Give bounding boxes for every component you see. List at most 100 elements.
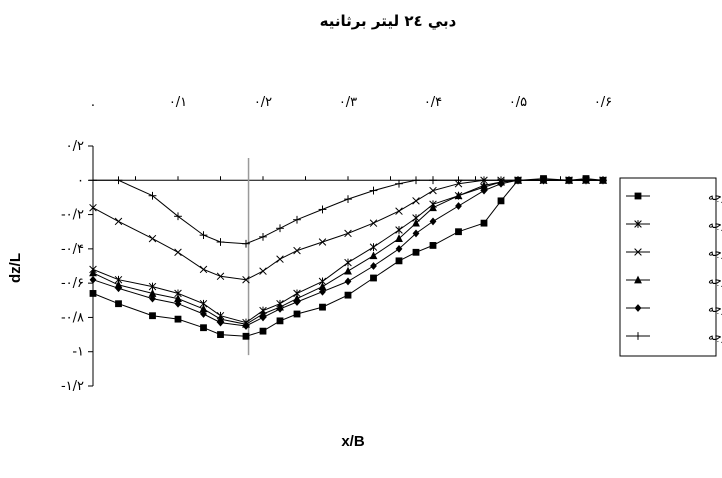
x-tick-label: ۰/۱ [169,95,187,110]
x-tick-labels: . ۰/۱ ۰/۲ ۰/۳ ۰/۴ ۰/۵ ۰/۶ [91,95,612,110]
series-group [89,175,607,340]
triangle-marker [344,266,352,275]
x-marker [114,217,123,226]
y-tick-label: -۰/۶ [61,276,84,291]
diamond-marker [319,287,326,296]
triangle-marker [293,294,301,302]
x-tick-label: ۰/۲ [254,95,272,110]
legend: ۱۶۰درجه ۱۵۰درجه ۱۲۰درجه ۹۰درجه ۶۰درجه ۳۰درجه [619,177,722,357]
triangle-marker [216,314,225,323]
plus-marker [89,176,97,185]
triangle-marker [395,234,403,242]
square-marker [259,327,267,335]
legend-label: ۶۰درجه [708,301,722,316]
triangle-marker [429,203,437,212]
y-axis: ۰/۲ ۰ -۰/۲ -۰/۴ -۰/۶ -۰/۸ -۱ -۱/۲ [61,139,94,394]
legend-item: ۶۰درجه [626,301,722,316]
square-marker [319,303,326,311]
x-marker [199,265,208,274]
star-marker [369,243,378,252]
square-marker [89,290,97,297]
x-marker [344,229,352,238]
diamond-marker [276,304,284,313]
plus-marker [114,176,123,185]
diamond-marker [634,304,642,312]
diamond-marker [242,322,250,330]
plus-marker [539,176,548,185]
y-tick-label: -۰/۴ [61,242,84,257]
square-marker [370,274,377,282]
triangle-marker [412,218,420,227]
square-marker [634,192,642,200]
plus-marker [514,176,522,185]
diamond-marker [115,284,122,293]
legend-item: ۱۵۰درجه [626,217,722,232]
plus-marker [497,176,505,185]
plus-marker [480,176,488,185]
star-marker [344,258,352,267]
legend-label: ۹۰درجه [708,273,722,288]
square-marker [455,228,462,236]
x-tick-label: . [91,95,95,110]
x-axis-label: x/B [341,433,365,450]
triangle-marker [148,289,157,297]
plus-marker [199,231,208,240]
x-marker [276,255,284,263]
diamond-marker [217,318,224,327]
y-tick-label: -۱ [72,345,84,360]
x-tick-label: ۰/۶ [594,95,612,110]
plus-marker [216,238,225,246]
series-line [93,179,603,245]
triangle-marker [199,304,208,313]
x-tick-label: ۰/۴ [424,95,442,110]
plus-marker [276,224,284,233]
x-marker [242,275,250,284]
plus-marker [429,176,437,185]
x-marker [429,186,437,195]
y-axis-label: dz/L [7,253,24,283]
square-marker [293,310,301,318]
square-marker [115,300,122,308]
legend-label: ۱۵۰درجه [708,217,722,232]
triangle-marker [89,268,97,277]
star-marker [395,226,403,234]
y-tick-label: -۱/۲ [61,379,84,394]
plus-marker [369,186,378,195]
plus-marker [174,212,182,221]
diamond-marker [429,217,437,226]
diamond-marker [174,299,182,308]
plus-marker [412,176,420,185]
plus-marker [599,176,607,185]
plus-marker [454,176,463,185]
diamond-marker [259,313,267,322]
triangle-marker [318,282,327,290]
triangle-marker [369,251,378,260]
x-marker [634,248,642,256]
legend-box [619,177,717,357]
square-marker [412,248,420,256]
star-marker [634,220,642,228]
plus-marker [395,179,403,188]
square-marker [480,219,488,227]
triangle-marker [174,294,182,302]
plus-marker [565,176,573,185]
y-tick-label: -۰/۸ [61,310,84,325]
series-plus [89,176,607,248]
diamond-marker [200,310,207,318]
square-marker [429,242,437,249]
square-marker [344,291,352,299]
square-marker [174,315,182,323]
chart-title: دبي ٢٤ ليتر برثانيه [320,12,457,30]
plus-marker [242,239,250,248]
diamond-marker [455,202,462,210]
legend-item: ۳۰درجه [626,329,722,344]
legend-item: ۹۰درجه [626,273,722,288]
x-marker [216,272,225,281]
x-tick-label: ۰/۳ [339,95,357,110]
triangle-marker [454,191,463,200]
x-tick-label: ۰/۵ [509,95,527,110]
diamond-marker [395,244,403,253]
x-marker [369,219,378,227]
square-marker [149,312,156,320]
